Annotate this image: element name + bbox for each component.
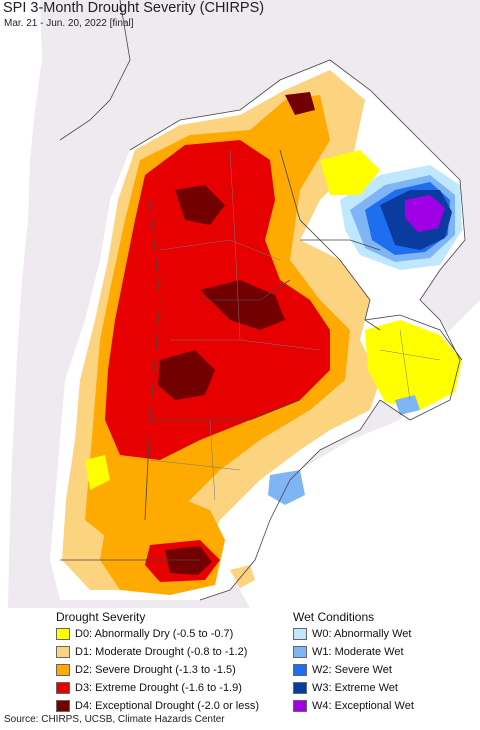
drought-d4-south xyxy=(165,546,212,575)
ocean xyxy=(0,0,42,608)
drought-d4-area xyxy=(200,280,285,330)
drought-d0-east xyxy=(365,320,462,410)
legend-swatch xyxy=(293,682,307,694)
legend-label: D1: Moderate Drought (-0.8 to -1.2) xyxy=(75,646,248,658)
legend-item-d4: D4: Exceptional Drought (-2.0 or less) xyxy=(56,698,259,714)
legend-label: D2: Severe Drought (-1.3 to -1.5) xyxy=(75,664,236,676)
legend-item-w3: W3: Extreme Wet xyxy=(293,680,398,696)
legend-label: W3: Extreme Wet xyxy=(312,682,398,694)
legend-label: W0: Abnormally Wet xyxy=(312,628,412,640)
legend-swatch xyxy=(293,700,307,712)
legend-label: D0: Abnormally Dry (-0.5 to -0.7) xyxy=(75,628,234,640)
legend-item-w1: W1: Moderate Wet xyxy=(293,644,404,660)
drought-d1-peninsula xyxy=(230,565,255,588)
province-lines xyxy=(149,149,441,501)
legend-swatch xyxy=(56,682,70,694)
drought-d4-area-3 xyxy=(175,185,225,225)
legend-label: W2: Severe Wet xyxy=(312,664,392,676)
legend-item-d3: D3: Extreme Drought (-1.6 to -1.9) xyxy=(56,680,242,696)
legend-swatch xyxy=(293,664,307,676)
legend-label: D4: Exceptional Drought (-2.0 or less) xyxy=(75,700,260,712)
legend-item-d0: D0: Abnormally Dry (-0.5 to -0.7) xyxy=(56,626,233,642)
legend-swatch xyxy=(293,628,307,640)
ocean-east xyxy=(240,300,480,608)
wet-legend-heading: Wet Conditions xyxy=(293,610,375,624)
drought-d4-area-2 xyxy=(158,350,215,400)
drought-d0-south xyxy=(85,455,110,490)
map-subtitle: Mar. 21 - Jun. 20, 2022 [final] xyxy=(4,18,134,29)
drought-d4-area-5 xyxy=(285,92,315,115)
legend-item-d1: D1: Moderate Drought (-0.8 to -1.2) xyxy=(56,644,247,660)
source-credit: Source: CHIRPS, UCSB, Climate Hazards Ce… xyxy=(4,714,225,725)
legend-swatch xyxy=(56,700,70,712)
legend-swatch xyxy=(56,646,70,658)
map-title: SPI 3-Month Drought Severity (CHIRPS) xyxy=(3,0,265,16)
wet-w1-east xyxy=(395,395,420,415)
borders xyxy=(59,0,466,601)
legend-label: W4: Exceptional Wet xyxy=(312,700,414,712)
legend-item-w2: W2: Severe Wet xyxy=(293,662,392,678)
legend-swatch xyxy=(293,646,307,658)
drought-legend-heading: Drought Severity xyxy=(56,610,146,624)
legend-label: W1: Moderate Wet xyxy=(312,646,404,658)
legend-swatch xyxy=(56,664,70,676)
drought-map xyxy=(0,0,480,608)
legend-item-w4: W4: Exceptional Wet xyxy=(293,698,414,714)
wet-w4-area xyxy=(405,195,445,232)
legend-label: D3: Extreme Drought (-1.6 to -1.9) xyxy=(75,682,242,694)
legend-item-d2: D2: Severe Drought (-1.3 to -1.5) xyxy=(56,662,236,678)
drought-d0-north xyxy=(320,150,380,195)
legend-item-w0: W0: Abnormally Wet xyxy=(293,626,411,642)
legend-swatch xyxy=(56,628,70,640)
